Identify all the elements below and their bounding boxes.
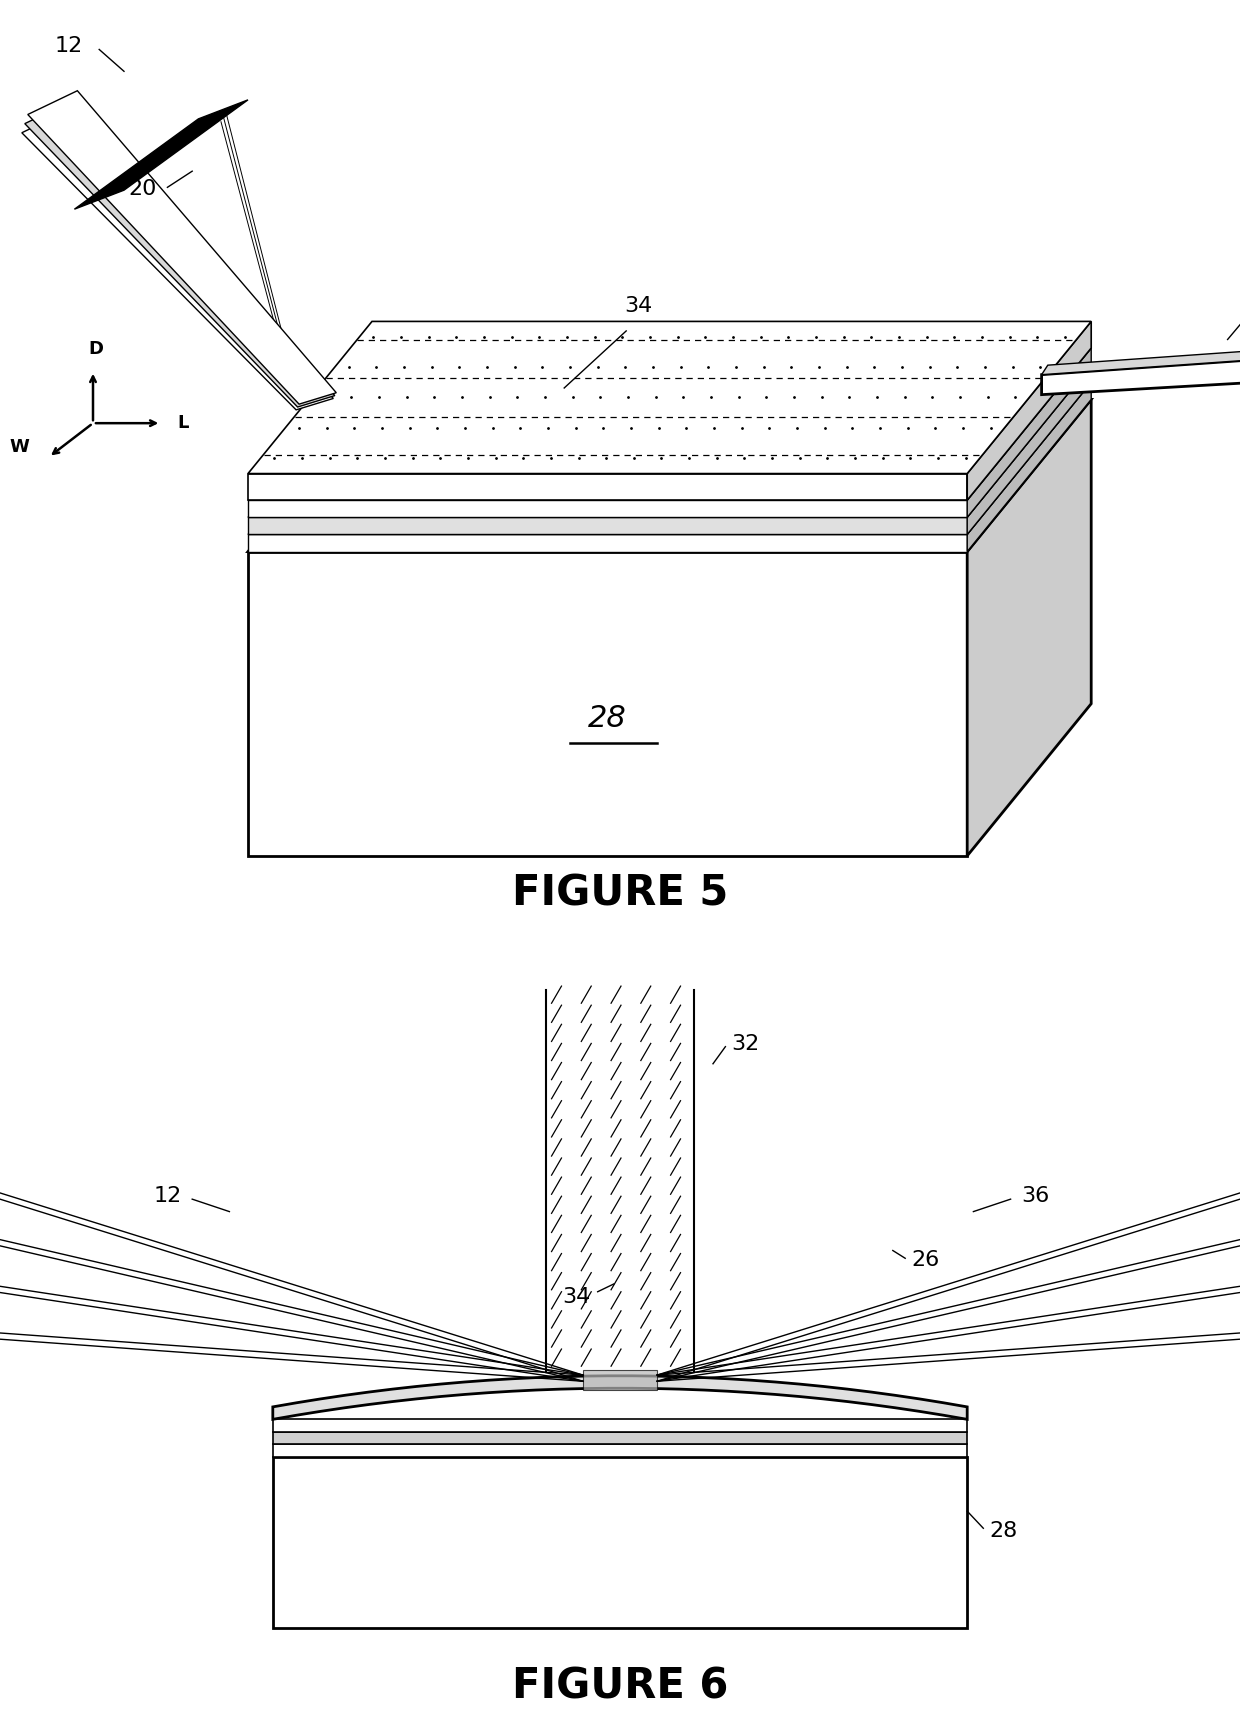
Polygon shape <box>1042 354 1240 394</box>
Polygon shape <box>248 474 967 500</box>
Polygon shape <box>273 1432 967 1444</box>
Polygon shape <box>248 517 967 534</box>
Polygon shape <box>967 382 1091 552</box>
Text: 32: 32 <box>732 1034 760 1055</box>
Text: L: L <box>177 413 190 432</box>
Text: 34: 34 <box>563 1286 590 1307</box>
Polygon shape <box>273 1376 967 1420</box>
Polygon shape <box>248 500 967 517</box>
Text: 28: 28 <box>588 704 627 733</box>
Text: 28: 28 <box>990 1520 1018 1541</box>
Text: 12: 12 <box>55 36 82 57</box>
Text: 12: 12 <box>154 1186 181 1207</box>
Polygon shape <box>74 100 248 209</box>
Polygon shape <box>248 322 1091 474</box>
Text: W: W <box>10 437 30 456</box>
Text: FIGURE 6: FIGURE 6 <box>512 1665 728 1707</box>
Text: D: D <box>88 341 103 358</box>
Text: 20: 20 <box>129 178 156 199</box>
Polygon shape <box>967 399 1091 856</box>
Polygon shape <box>27 90 336 405</box>
Polygon shape <box>273 1444 967 1456</box>
Polygon shape <box>248 552 967 856</box>
Polygon shape <box>583 1371 657 1390</box>
Polygon shape <box>967 348 1091 517</box>
Polygon shape <box>248 382 1091 534</box>
Text: 36: 36 <box>1022 1186 1049 1207</box>
Polygon shape <box>22 109 334 410</box>
Text: 26: 26 <box>911 1250 940 1269</box>
Polygon shape <box>248 399 1091 552</box>
Text: 34: 34 <box>625 296 652 316</box>
Polygon shape <box>248 365 1091 517</box>
Polygon shape <box>273 1456 967 1629</box>
Polygon shape <box>1042 344 1240 375</box>
Polygon shape <box>967 365 1091 534</box>
Polygon shape <box>248 534 967 552</box>
Polygon shape <box>967 322 1091 500</box>
Polygon shape <box>25 100 335 406</box>
Polygon shape <box>248 348 1091 500</box>
Polygon shape <box>273 1420 967 1432</box>
Text: FIGURE 5: FIGURE 5 <box>512 873 728 915</box>
